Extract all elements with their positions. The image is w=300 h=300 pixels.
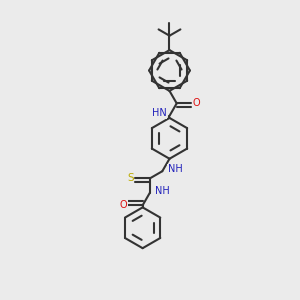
Text: S: S [127,173,134,183]
Text: HN: HN [152,108,167,118]
Text: O: O [192,98,200,108]
Text: NH: NH [155,186,170,196]
Text: O: O [120,200,127,210]
Text: NH: NH [168,164,182,174]
